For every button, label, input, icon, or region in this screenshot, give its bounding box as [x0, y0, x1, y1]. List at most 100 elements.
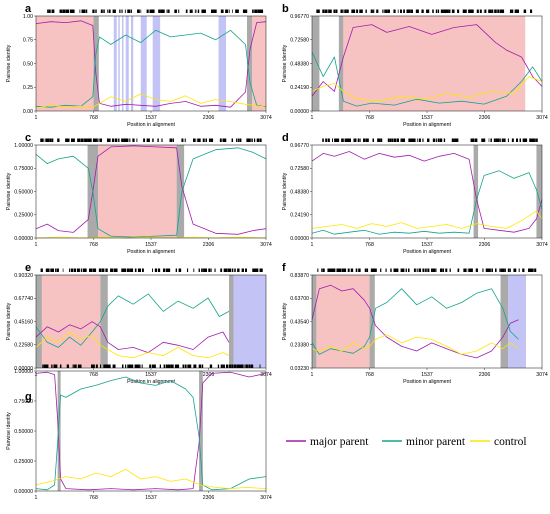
x-tick-label: 1537	[421, 372, 433, 378]
site-marker	[78, 364, 80, 368]
series-line-control	[311, 76, 543, 102]
site-marker	[241, 364, 242, 368]
y-tick-label: 0.00	[23, 109, 33, 115]
site-marker	[229, 268, 232, 272]
legend-label: major parent	[310, 436, 369, 448]
site-marker	[178, 9, 180, 13]
site-marker	[68, 138, 70, 142]
region-gray	[246, 16, 253, 111]
site-marker	[186, 268, 189, 272]
site-marker	[51, 364, 53, 368]
site-marker	[454, 138, 456, 142]
site-marker	[220, 364, 223, 368]
series-line-control	[35, 331, 230, 359]
site-marker	[60, 9, 62, 13]
site-marker	[344, 9, 347, 13]
site-marker	[345, 268, 347, 272]
site-marker	[442, 9, 444, 13]
site-marker	[247, 138, 250, 142]
y-tick-label: 0.25000	[14, 459, 33, 465]
site-marker	[384, 9, 386, 13]
site-marker	[123, 268, 125, 272]
site-markers	[40, 138, 262, 142]
site-marker	[237, 364, 240, 368]
x-tick-label: 768	[89, 372, 98, 378]
site-marker	[442, 268, 445, 272]
y-tick-label: 1.00000	[14, 369, 33, 375]
y-tick-label: 0.63700	[290, 296, 309, 302]
site-marker	[139, 268, 141, 272]
site-marker	[407, 9, 410, 13]
site-marker	[203, 9, 206, 13]
y-tick-label: 0.22580	[14, 343, 33, 349]
site-marker	[470, 268, 472, 272]
site-marker	[140, 9, 142, 13]
site-marker	[333, 268, 336, 272]
site-marker	[59, 364, 62, 368]
x-tick-label: 768	[89, 495, 98, 501]
site-marker	[418, 268, 420, 272]
site-marker	[475, 138, 478, 142]
y-tick-label: 1.00	[23, 14, 33, 20]
site-marker	[464, 268, 467, 272]
series-line-major-parent	[311, 284, 519, 359]
site-marker	[408, 138, 411, 142]
x-tick-label: 1537	[145, 495, 157, 501]
site-marker	[370, 268, 372, 272]
site-marker	[175, 9, 177, 13]
site-marker	[476, 9, 479, 13]
site-marker	[453, 138, 455, 142]
site-marker	[513, 268, 516, 272]
y-tick-label: 0.67740	[14, 296, 33, 302]
site-markers	[317, 268, 537, 272]
region-gray	[338, 16, 344, 111]
site-marker	[197, 138, 200, 142]
legend: major parent minor parent control	[286, 436, 527, 448]
site-marker	[355, 268, 358, 272]
site-marker	[517, 9, 518, 13]
site-marker	[327, 9, 329, 13]
site-marker	[365, 268, 367, 272]
site-marker	[231, 268, 234, 272]
site-marker	[413, 138, 416, 142]
site-marker	[445, 9, 447, 13]
site-marker	[64, 9, 66, 13]
site-marker	[372, 138, 374, 142]
site-marker	[501, 138, 504, 142]
site-marker	[214, 9, 217, 13]
site-marker	[163, 364, 166, 368]
region-gray	[229, 275, 234, 368]
site-marker	[94, 268, 97, 272]
site-marker	[168, 268, 171, 272]
site-marker	[485, 268, 487, 272]
series-line-major-parent	[35, 321, 230, 354]
site-marker	[151, 9, 154, 13]
site-marker	[365, 9, 367, 13]
site-marker	[491, 268, 493, 272]
site-marker	[158, 9, 160, 13]
site-marker	[84, 268, 87, 272]
site-marker	[205, 138, 208, 142]
site-marker	[202, 364, 204, 368]
y-tick-label: 0.23380	[290, 343, 309, 349]
site-marker	[221, 138, 222, 142]
site-marker	[225, 268, 228, 272]
site-marker	[175, 364, 178, 368]
site-marker	[55, 268, 57, 272]
series-line-major-parent	[35, 145, 267, 235]
site-marker	[331, 268, 333, 272]
site-marker	[165, 364, 168, 368]
site-marker	[240, 364, 242, 368]
region-gray	[36, 275, 42, 368]
site-marker	[66, 138, 69, 142]
site-marker	[161, 138, 163, 142]
site-marker	[377, 138, 380, 142]
site-marker	[245, 9, 247, 13]
region-gray	[369, 275, 375, 368]
site-marker	[347, 138, 350, 142]
site-marker	[370, 9, 373, 13]
site-marker	[137, 364, 140, 368]
panel-letter: c	[25, 132, 31, 144]
site-marker	[201, 9, 203, 13]
region-gray	[312, 275, 317, 368]
